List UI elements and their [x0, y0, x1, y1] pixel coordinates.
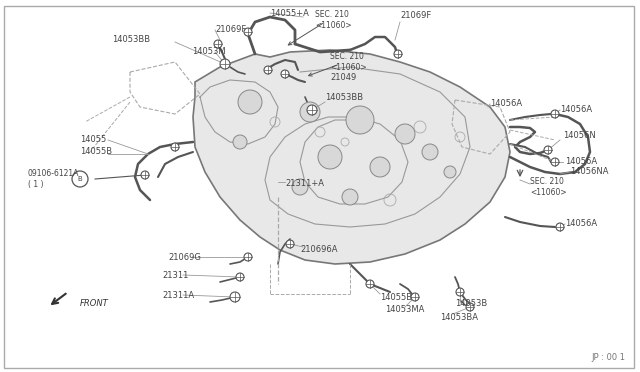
- Text: 14055: 14055: [80, 135, 106, 144]
- Circle shape: [300, 102, 320, 122]
- Text: 14053BB: 14053BB: [112, 35, 150, 45]
- Circle shape: [264, 66, 272, 74]
- Text: 14056NA: 14056NA: [570, 167, 609, 176]
- Text: 14055B: 14055B: [380, 292, 412, 301]
- Text: 21311+A: 21311+A: [285, 180, 324, 189]
- Text: 09106-6121A
( 1 ): 09106-6121A ( 1 ): [28, 169, 79, 189]
- Circle shape: [141, 171, 149, 179]
- Text: 21311: 21311: [162, 270, 188, 279]
- Circle shape: [370, 157, 390, 177]
- Circle shape: [236, 273, 244, 281]
- Circle shape: [238, 90, 262, 114]
- Text: 14053B: 14053B: [455, 299, 487, 308]
- Text: 14055+A: 14055+A: [270, 9, 309, 17]
- Circle shape: [556, 223, 564, 231]
- Text: 14056A: 14056A: [490, 99, 522, 109]
- Circle shape: [366, 280, 374, 288]
- Text: 210696A: 210696A: [300, 246, 337, 254]
- Circle shape: [456, 288, 464, 296]
- Circle shape: [466, 303, 474, 311]
- Text: 21049: 21049: [330, 73, 356, 81]
- Circle shape: [342, 189, 358, 205]
- Text: 21069F: 21069F: [400, 12, 431, 20]
- Text: FRONT: FRONT: [80, 299, 109, 308]
- Circle shape: [422, 144, 438, 160]
- Text: SEC. 210
<11060>: SEC. 210 <11060>: [530, 177, 566, 197]
- Circle shape: [244, 28, 252, 36]
- Circle shape: [214, 40, 222, 48]
- Circle shape: [286, 240, 294, 248]
- Text: 14053BA: 14053BA: [440, 312, 478, 321]
- Circle shape: [346, 106, 374, 134]
- Text: 14056A: 14056A: [565, 219, 597, 228]
- Text: 14056A: 14056A: [565, 157, 597, 167]
- Text: 14053MA: 14053MA: [385, 305, 424, 314]
- Circle shape: [171, 143, 179, 151]
- Circle shape: [395, 124, 415, 144]
- Text: 21311A: 21311A: [162, 291, 194, 299]
- Text: 14055B: 14055B: [80, 148, 112, 157]
- Polygon shape: [193, 50, 510, 264]
- Text: JP : 00 1: JP : 00 1: [591, 353, 625, 362]
- Circle shape: [292, 179, 308, 195]
- Circle shape: [444, 166, 456, 178]
- Circle shape: [307, 105, 317, 115]
- Text: B: B: [77, 176, 83, 182]
- Circle shape: [230, 292, 240, 302]
- Text: 21069F: 21069F: [215, 26, 246, 35]
- Text: SEC. 210
<11060>: SEC. 210 <11060>: [330, 52, 367, 72]
- Circle shape: [551, 158, 559, 166]
- Circle shape: [551, 110, 559, 118]
- Circle shape: [411, 293, 419, 301]
- Text: 14053BB: 14053BB: [325, 93, 363, 102]
- Circle shape: [318, 145, 342, 169]
- Circle shape: [394, 50, 402, 58]
- Circle shape: [544, 146, 552, 154]
- Text: 21069G: 21069G: [168, 253, 201, 262]
- Text: 14056A: 14056A: [560, 106, 592, 115]
- Circle shape: [244, 253, 252, 261]
- Circle shape: [233, 135, 247, 149]
- Circle shape: [281, 70, 289, 78]
- Text: 14056N: 14056N: [563, 131, 596, 141]
- Circle shape: [220, 59, 230, 69]
- Text: SEC. 210
<11060>: SEC. 210 <11060>: [315, 10, 351, 30]
- Text: 14053M: 14053M: [192, 48, 226, 57]
